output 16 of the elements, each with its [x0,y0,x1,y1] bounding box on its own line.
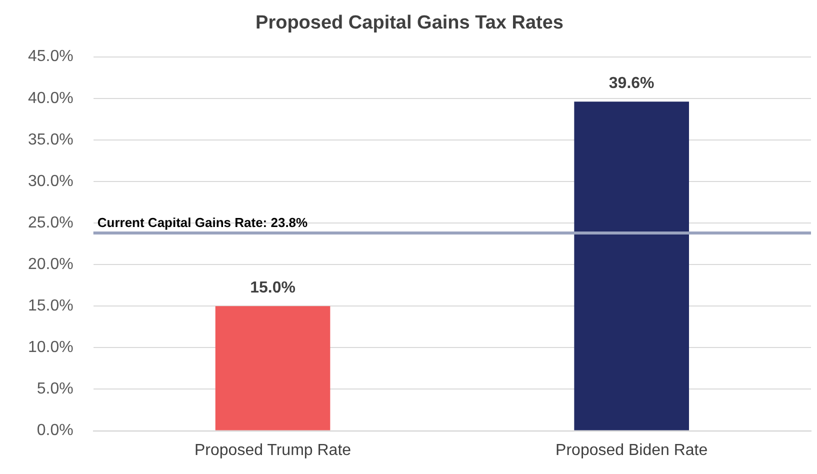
y-tick-label: 0.0% [36,422,74,440]
y-tick-label: 45.0% [28,48,74,66]
y-tick-label: 5.0% [36,380,74,398]
data-label: 15.0% [250,280,296,297]
y-tick-label: 10.0% [28,339,74,356]
chart-title: Proposed Capital Gains Tax Rates [256,12,564,34]
y-tick-label: 15.0% [28,298,74,315]
data-label: 39.6% [608,75,654,92]
y-tick-label: 35.0% [28,131,74,148]
ref-line-label: Current Capital Gains Rate: 23.8% [97,215,308,230]
y-tick-label: 25.0% [28,214,74,232]
y-tick-label: 20.0% [28,256,74,273]
x-tick-label: Proposed Trump Rate [194,442,352,459]
y-tick-label: 30.0% [28,172,74,190]
y-tick-label: 40.0% [28,90,74,107]
x-tick-label: Proposed Biden Rate [556,442,708,459]
